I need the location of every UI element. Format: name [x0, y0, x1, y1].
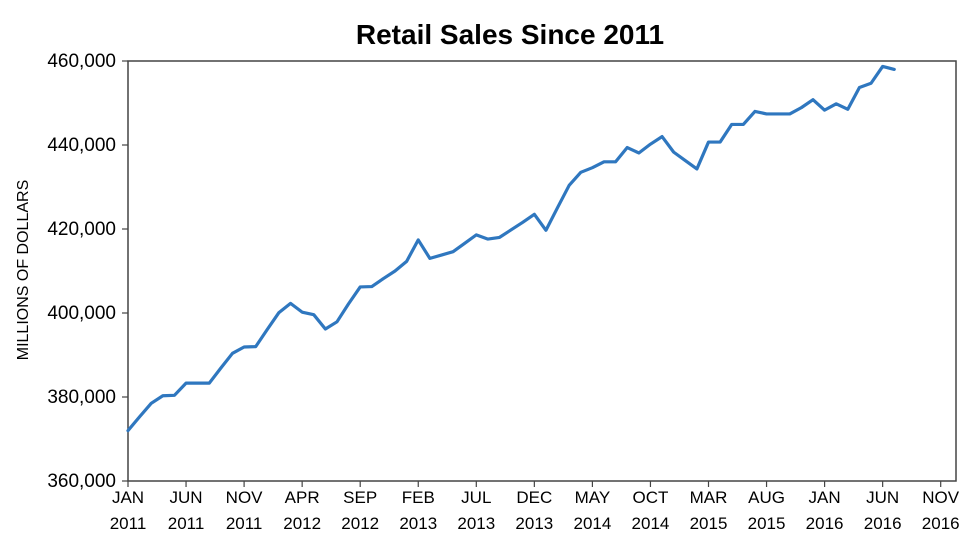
x-tick-month-label: MAR — [690, 488, 728, 507]
x-tick-month-label: FEB — [402, 488, 435, 507]
x-tick-year-label: 2013 — [515, 514, 553, 533]
x-tick-month-label: SEP — [343, 488, 377, 507]
x-axis-ticks: JAN 2011 JUN 2011 NOV 2011 APR 2012 SEP 2012 FEB 20… — [110, 481, 960, 533]
series-line — [126, 64, 896, 433]
y-axis-ticks: 360,000 380,000 400,000 420,000 440,000 460,0… — [47, 51, 128, 492]
x-tick-year-label: 2014 — [573, 514, 611, 533]
x-tick-year-label: 2015 — [748, 514, 786, 533]
x-tick-year-label: 2012 — [283, 514, 321, 533]
x-tick-year-label: 2016 — [864, 514, 902, 533]
x-tick-year-label: 2011 — [226, 514, 263, 533]
x-tick-month-label: JAN — [809, 488, 841, 507]
x-tick-year-label: 2016 — [806, 514, 844, 533]
x-tick-year-label: 2011 — [168, 514, 205, 533]
plot-area-frame — [127, 60, 957, 482]
x-tick-month-label: DEC — [516, 488, 552, 507]
x-tick-year-label: 2014 — [632, 514, 670, 533]
x-tick-year-label: 2013 — [457, 514, 495, 533]
x-tick-year-label: 2015 — [690, 514, 728, 533]
x-tick-year-label: 2011 — [110, 514, 147, 533]
x-tick-year-label: 2016 — [922, 514, 960, 533]
series-layer — [126, 64, 896, 433]
x-tick-month-label: JUN — [170, 488, 203, 507]
y-tick-label: 380,000 — [47, 387, 116, 408]
x-tick-year-label: 2013 — [399, 514, 437, 533]
x-tick-month-label: NOV — [226, 488, 264, 507]
x-tick-month-label: JAN — [112, 488, 144, 507]
y-axis-label: MILLIONS OF DOLLARS — [15, 180, 32, 361]
y-tick-label: 400,000 — [47, 303, 116, 324]
x-tick-month-label: NOV — [922, 488, 960, 507]
x-tick-month-label: JUN — [866, 488, 899, 507]
x-tick-month-label: MAY — [575, 488, 611, 507]
y-tick-label: 440,000 — [47, 135, 116, 156]
chart-title: Retail Sales Since 2011 — [356, 19, 664, 50]
x-tick-month-label: APR — [285, 488, 320, 507]
y-tick-label: 460,000 — [47, 51, 116, 72]
x-tick-month-label: AUG — [748, 488, 785, 507]
x-tick-month-label: OCT — [633, 488, 669, 507]
y-tick-label: 360,000 — [47, 471, 116, 492]
x-tick-year-label: 2012 — [341, 514, 379, 533]
y-tick-label: 420,000 — [47, 219, 116, 240]
x-tick-month-label: JUL — [461, 488, 491, 507]
